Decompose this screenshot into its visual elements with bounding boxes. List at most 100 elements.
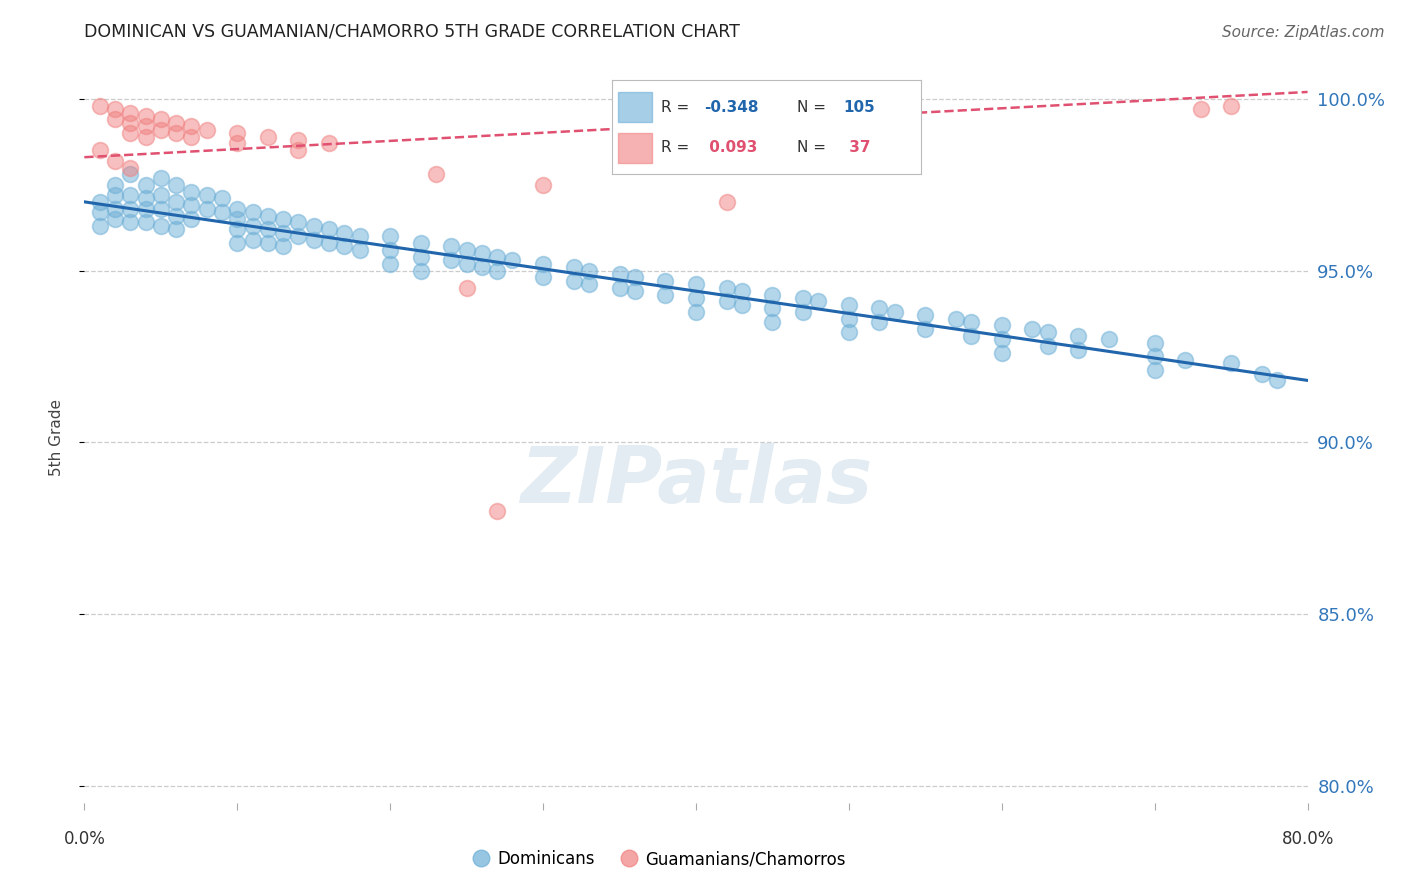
Point bbox=[135, 178, 157, 192]
Point bbox=[731, 284, 754, 298]
Text: 0.0%: 0.0% bbox=[63, 830, 105, 848]
Point bbox=[104, 188, 127, 202]
Point bbox=[624, 270, 647, 285]
Point bbox=[440, 239, 463, 253]
Point bbox=[149, 112, 172, 127]
Point bbox=[242, 233, 264, 247]
Point bbox=[135, 191, 157, 205]
Point bbox=[135, 215, 157, 229]
Point bbox=[1143, 335, 1166, 350]
Point bbox=[333, 226, 356, 240]
Point bbox=[562, 260, 585, 274]
Point bbox=[380, 229, 402, 244]
Point bbox=[1067, 328, 1090, 343]
Point bbox=[440, 253, 463, 268]
Point bbox=[716, 281, 738, 295]
Point bbox=[257, 222, 280, 236]
Point bbox=[502, 253, 524, 268]
Point bbox=[120, 215, 142, 229]
Text: R =: R = bbox=[661, 100, 689, 115]
Point bbox=[1220, 356, 1243, 370]
Point bbox=[333, 239, 356, 253]
Point bbox=[226, 212, 249, 227]
Point bbox=[135, 202, 157, 216]
Point bbox=[838, 326, 860, 340]
Point bbox=[89, 205, 111, 219]
Point bbox=[792, 304, 814, 318]
Point bbox=[624, 284, 647, 298]
Point bbox=[1220, 98, 1243, 112]
Y-axis label: 5th Grade: 5th Grade bbox=[49, 399, 63, 475]
Point bbox=[120, 202, 142, 216]
Legend: Dominicans, Guamanians/Chamorros: Dominicans, Guamanians/Chamorros bbox=[467, 844, 852, 875]
Point bbox=[89, 194, 111, 209]
Point bbox=[1067, 343, 1090, 357]
Point bbox=[165, 222, 187, 236]
Point bbox=[149, 188, 172, 202]
Text: N =: N = bbox=[797, 140, 827, 155]
Point bbox=[287, 229, 309, 244]
Point bbox=[685, 277, 707, 292]
Point bbox=[486, 504, 509, 518]
Point bbox=[471, 246, 494, 260]
Point bbox=[456, 243, 478, 257]
Point bbox=[257, 209, 280, 223]
Point bbox=[104, 212, 127, 227]
Text: R =: R = bbox=[661, 140, 689, 155]
Point bbox=[761, 315, 783, 329]
Point bbox=[287, 144, 309, 158]
Point bbox=[120, 161, 142, 175]
Point bbox=[486, 250, 509, 264]
Point bbox=[914, 322, 936, 336]
Point bbox=[257, 129, 280, 144]
Point bbox=[226, 202, 249, 216]
Text: 37: 37 bbox=[844, 140, 870, 155]
Point bbox=[991, 318, 1014, 333]
Point bbox=[180, 129, 202, 144]
Point bbox=[380, 243, 402, 257]
Point bbox=[409, 250, 432, 264]
Text: 80.0%: 80.0% bbox=[1281, 830, 1334, 848]
Point bbox=[991, 332, 1014, 346]
Point bbox=[211, 191, 233, 205]
Text: Source: ZipAtlas.com: Source: ZipAtlas.com bbox=[1222, 25, 1385, 40]
Point bbox=[287, 133, 309, 147]
Point bbox=[869, 315, 891, 329]
Point bbox=[149, 219, 172, 233]
Point bbox=[685, 291, 707, 305]
Point bbox=[120, 116, 142, 130]
Point bbox=[211, 205, 233, 219]
Point bbox=[89, 98, 111, 112]
Point bbox=[349, 229, 371, 244]
Point bbox=[242, 219, 264, 233]
Point bbox=[180, 185, 202, 199]
Point bbox=[195, 202, 218, 216]
Point bbox=[609, 281, 631, 295]
Point bbox=[883, 304, 905, 318]
Point bbox=[318, 222, 340, 236]
Point bbox=[195, 122, 218, 136]
Point bbox=[654, 287, 676, 301]
Point bbox=[242, 205, 264, 219]
Point bbox=[120, 126, 142, 140]
Point bbox=[1021, 322, 1043, 336]
Text: ZIPatlas: ZIPatlas bbox=[520, 443, 872, 519]
Point bbox=[226, 136, 249, 151]
Point bbox=[838, 311, 860, 326]
Point bbox=[1265, 373, 1288, 387]
Point bbox=[960, 328, 983, 343]
Point bbox=[180, 212, 202, 227]
Point bbox=[195, 188, 218, 202]
Point bbox=[578, 277, 600, 292]
Point bbox=[318, 235, 340, 250]
Point bbox=[654, 274, 676, 288]
Text: 0.093: 0.093 bbox=[704, 140, 758, 155]
Point bbox=[960, 315, 983, 329]
Point bbox=[1098, 332, 1121, 346]
Point bbox=[149, 202, 172, 216]
Point bbox=[271, 212, 294, 227]
Point bbox=[165, 126, 187, 140]
Point bbox=[349, 243, 371, 257]
Text: DOMINICAN VS GUAMANIAN/CHAMORRO 5TH GRADE CORRELATION CHART: DOMINICAN VS GUAMANIAN/CHAMORRO 5TH GRAD… bbox=[84, 22, 740, 40]
Point bbox=[425, 167, 447, 181]
